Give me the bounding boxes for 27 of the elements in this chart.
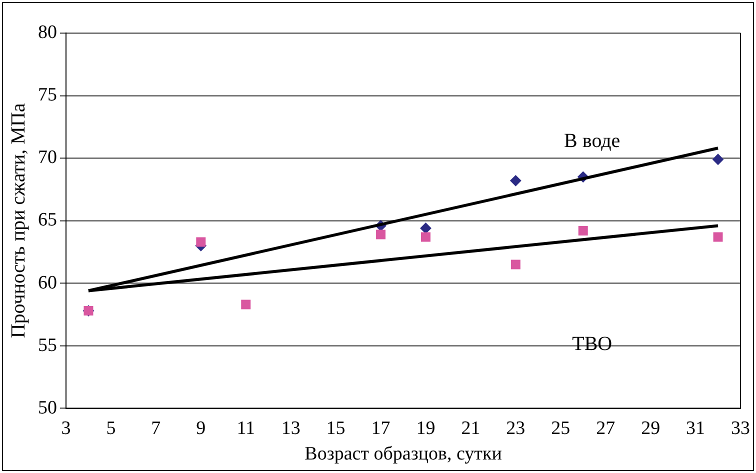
x-tick-label: 3: [61, 418, 71, 439]
x-tick-label: 33: [731, 418, 750, 439]
y-tick-label: 65: [38, 210, 57, 231]
x-tick-label: 19: [416, 418, 436, 439]
y-tick-label: 50: [38, 397, 57, 418]
annotation: В воде: [564, 130, 620, 152]
y-tick-label: 60: [38, 272, 57, 294]
x-tick-label: 17: [371, 418, 390, 439]
annotation: ТВО: [572, 332, 612, 355]
x-tick-label: 21: [461, 418, 480, 439]
x-tick-label: 23: [506, 418, 526, 439]
x-axis-title: Возраст образцов, сутки: [304, 444, 502, 465]
y-tick-label: 80: [38, 22, 57, 43]
y-tick-label: 75: [38, 84, 57, 106]
x-tick-label: 9: [196, 418, 206, 439]
x-tick-label: 5: [106, 418, 116, 439]
x-tick-label: 29: [641, 418, 660, 439]
x-tick-label: 31: [686, 418, 706, 439]
y-tick-label: 70: [38, 147, 57, 168]
y-axis-title: Прочность при сжати, МПа: [7, 103, 30, 338]
x-tick-label: 15: [326, 418, 346, 439]
x-tick-label: 27: [596, 418, 616, 439]
y-tick-label: 55: [38, 334, 57, 356]
x-tick-label: 7: [151, 418, 161, 439]
x-tick-label: 25: [551, 418, 570, 439]
x-tick-label: 11: [236, 418, 256, 439]
x-tick-label: 13: [281, 418, 300, 439]
